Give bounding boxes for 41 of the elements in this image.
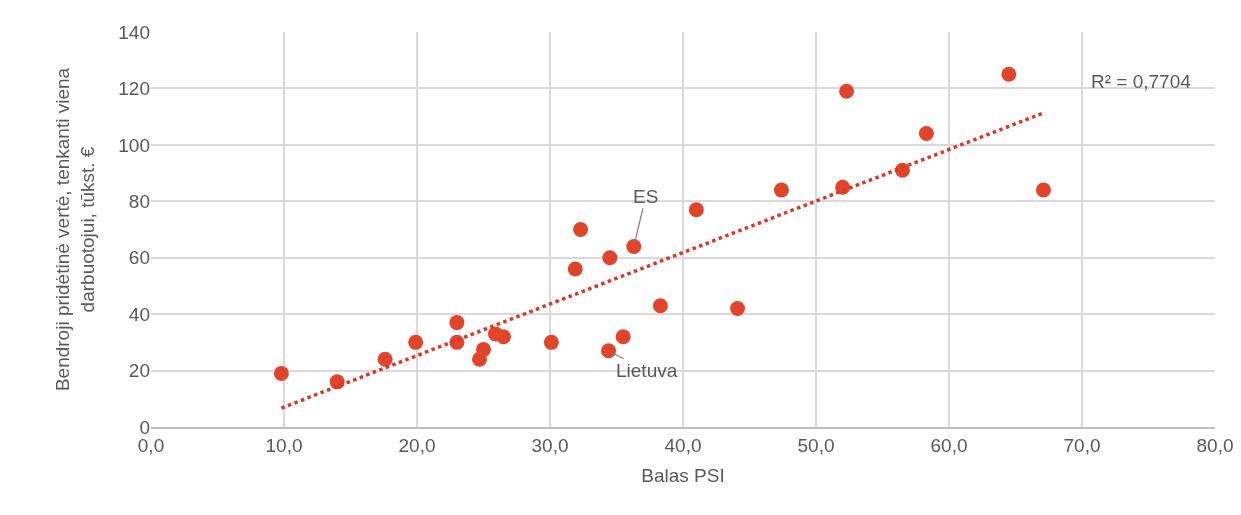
y-tick-label: 80 [128, 190, 150, 212]
y-axis-title: Bendroji pridėtinė vertė, tenkanti viena darbuotojui, tūkst. € [52, 67, 99, 392]
point [408, 334, 424, 350]
x-tick-label: 80,0 [1196, 434, 1234, 456]
x-tick-label: 70,0 [1063, 434, 1101, 456]
point [730, 301, 746, 316]
point [839, 83, 855, 99]
y-tick-label: 140 [118, 21, 150, 43]
x-tick-label: 50,0 [797, 434, 835, 456]
point [918, 126, 934, 142]
x-tick-label: 10,0 [265, 434, 303, 456]
point [543, 334, 559, 350]
point [602, 250, 618, 266]
x-tick-label: 40,0 [664, 434, 702, 456]
x-tick-label: 20,0 [398, 434, 436, 456]
point [601, 343, 617, 359]
y-tick-label: 100 [118, 134, 150, 156]
point [626, 238, 642, 254]
y-tick-label: 60 [128, 247, 150, 269]
point [688, 202, 704, 218]
point [476, 341, 491, 357]
point [449, 315, 465, 331]
y-tick-label: 20 [128, 360, 150, 382]
y-tick-label: 40 [128, 303, 150, 325]
point [615, 329, 631, 345]
point [1035, 182, 1051, 198]
point [377, 351, 393, 367]
point [273, 365, 289, 381]
x-tick-label: 30,0 [531, 434, 569, 456]
x-axis-title: Balas PSI [641, 465, 725, 487]
point [773, 182, 789, 198]
point [573, 222, 589, 237]
point [567, 261, 583, 277]
y-tick-label: 120 [118, 78, 150, 100]
point [1001, 66, 1017, 82]
annotation: ES [633, 186, 659, 207]
annotation: Lietuva [616, 360, 678, 381]
x-tick-label: 60,0 [930, 434, 968, 456]
annotation: R² = 0,7704 [1091, 71, 1192, 92]
point [652, 298, 668, 314]
point [495, 329, 511, 345]
